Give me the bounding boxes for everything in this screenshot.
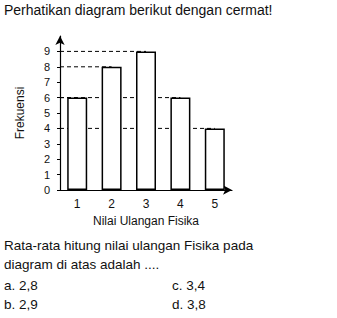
svg-text:1: 1	[74, 197, 81, 211]
svg-text:6: 6	[44, 92, 50, 104]
svg-text:3: 3	[44, 138, 50, 150]
svg-text:7: 7	[44, 76, 50, 88]
svg-text:5: 5	[44, 107, 50, 119]
svg-text:4: 4	[44, 122, 50, 134]
html-text:c. 3,4: c. 3,4	[172, 278, 205, 293]
svg-text:8: 8	[44, 61, 50, 73]
svg-text:Frekuensi: Frekuensi	[13, 87, 27, 140]
html-text:diagram di atas adalah ....: diagram di atas adalah ....	[4, 257, 160, 272]
html-text:a. 2,8: a. 2,8	[4, 278, 38, 293]
svg-text:5: 5	[211, 197, 218, 211]
svg-text:Nilai Ulangan Fisika: Nilai Ulangan Fisika	[93, 214, 199, 228]
html-text:Rata-rata hitung nilai ulangan: Rata-rata hitung nilai ulangan Fisika pa…	[4, 238, 254, 253]
svg-text:4: 4	[177, 197, 184, 211]
svg-text:9: 9	[44, 45, 50, 57]
svg-text:0: 0	[44, 184, 50, 196]
html-text:Perhatikan diagram berikut den: Perhatikan diagram berikut dengan cermat…	[4, 2, 273, 18]
svg-text:1: 1	[44, 169, 50, 181]
html-text:d. 3,8: d. 3,8	[172, 297, 206, 312]
svg-text:2: 2	[108, 197, 115, 211]
svg-text:3: 3	[143, 197, 150, 211]
html-text:b. 2,9: b. 2,9	[4, 297, 38, 312]
svg-text:2: 2	[44, 153, 50, 165]
